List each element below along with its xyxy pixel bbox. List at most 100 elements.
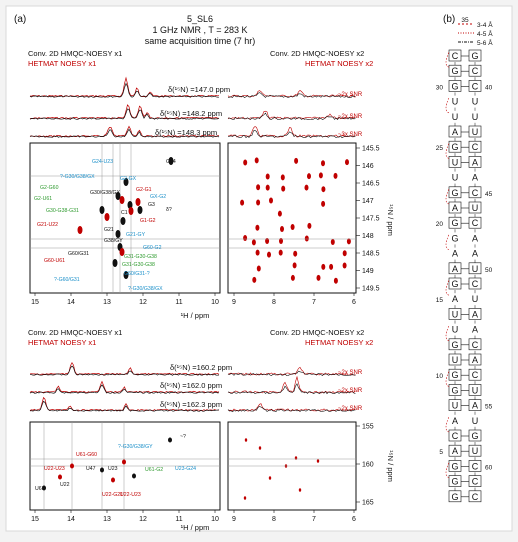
cross-peak xyxy=(345,159,349,166)
peak-label: ?-G30/G38/GX xyxy=(60,174,95,180)
peak-label: ?-G60/G31 xyxy=(54,277,80,283)
n-tick-label: 149.5 xyxy=(362,286,380,293)
base-right: C xyxy=(472,477,479,487)
slice-trace-right-0 xyxy=(227,370,356,377)
residue-number: 30 xyxy=(436,84,444,91)
peak-label: G31-G30-G38 xyxy=(122,262,155,268)
cross-peak xyxy=(265,238,270,245)
base-left: C xyxy=(452,431,459,441)
cross-peak xyxy=(298,488,302,492)
h-tick-label: 14 xyxy=(67,299,75,306)
cross-peak xyxy=(316,274,321,281)
h-tick-label: 12 xyxy=(139,516,147,523)
base-right: G xyxy=(471,431,478,441)
cross-peak xyxy=(346,238,351,245)
top-right-spectrum xyxy=(228,157,356,284)
peak xyxy=(132,473,136,479)
cross-peak xyxy=(251,239,256,246)
cross-peak xyxy=(279,238,283,245)
peak xyxy=(122,459,126,465)
cross-peak xyxy=(267,251,271,258)
base-right: A xyxy=(472,173,478,183)
cross-peak xyxy=(342,250,347,257)
cross-peak xyxy=(290,274,295,281)
residue-number: 55 xyxy=(485,404,493,411)
base-left: G xyxy=(451,188,458,198)
residue-number: 50 xyxy=(485,267,493,274)
cross-peak xyxy=(333,172,338,179)
cross-peak xyxy=(255,249,260,256)
residue-number: 35 xyxy=(461,17,469,24)
top-right-title-conv: Conv. 2D HMQC-NOESY x2 xyxy=(270,49,364,58)
peak-label: G21-GY xyxy=(126,232,146,238)
cross-peak xyxy=(243,159,248,166)
base-left: U xyxy=(452,355,459,365)
base-right: A xyxy=(472,249,478,259)
base-right: U xyxy=(472,127,479,137)
peak-label: ~? xyxy=(180,434,186,440)
peak-label: U23-G24 xyxy=(175,466,196,472)
peak xyxy=(168,437,172,443)
peak-label: U22-U23 xyxy=(120,492,141,498)
base-right: C xyxy=(472,81,479,91)
peak xyxy=(120,217,126,225)
noe-arc xyxy=(445,143,450,159)
peak-label: U22-G21 xyxy=(102,492,123,498)
peak-label: U22-U23 xyxy=(44,466,65,472)
peak xyxy=(42,485,46,491)
cross-peak xyxy=(240,199,245,206)
base-right: U xyxy=(472,385,479,395)
base-right: C xyxy=(472,142,479,152)
cross-peak xyxy=(321,160,325,167)
cross-peak xyxy=(278,249,283,256)
peak-label: ?-G30/G38/GY xyxy=(118,444,153,450)
h-tick-label: 10 xyxy=(211,299,219,306)
base-right: G xyxy=(471,51,478,61)
peak xyxy=(127,201,133,209)
top-snr-2: ~2x SNR xyxy=(338,114,363,120)
slice-trace-2 xyxy=(30,128,220,138)
cross-peak xyxy=(304,184,309,191)
slice-trace-1 xyxy=(29,108,220,120)
cross-peak xyxy=(318,172,323,179)
residue-number: 45 xyxy=(485,191,493,198)
legend-label: 3-4 Å xyxy=(477,20,493,29)
rna-secondary-structure: C GG CG CU UU UA UG CU AU AG CA UG CG AA AA UG CA UU AU AG C… xyxy=(436,17,493,503)
peak-label: δ? xyxy=(166,207,172,213)
peak-label: G31-G30-G38 xyxy=(124,254,157,260)
base-left: A xyxy=(452,249,458,259)
slice-trace-0 xyxy=(30,365,220,376)
h-tick-label: 11 xyxy=(175,516,182,523)
peak xyxy=(119,248,125,256)
residue-number: 5 xyxy=(439,449,443,456)
peak-label: G21-U22 xyxy=(37,222,58,228)
peak xyxy=(115,230,121,238)
h-tick-label: 12 xyxy=(139,299,147,306)
n-tick-label: 145.5 xyxy=(362,146,380,153)
base-left: U xyxy=(452,157,459,167)
base-left: G xyxy=(451,279,458,289)
base-left: U xyxy=(452,401,459,411)
base-left: A xyxy=(452,294,458,304)
cross-peak xyxy=(307,222,312,229)
base-left: U xyxy=(452,112,459,122)
noe-arc xyxy=(445,416,450,433)
cross-peak xyxy=(316,459,320,463)
bottom-left-spectrum: ?-G30/G38/GY U61-G60 U22-U23 U47 U23 U61-G2 U2… xyxy=(30,422,220,510)
n-tick-label: 155 xyxy=(362,424,374,431)
bottom-slice-label-1: δ(¹⁵N) =160.2 ppm xyxy=(170,363,232,372)
cross-peak xyxy=(252,276,257,283)
top-right-spectrum-frame xyxy=(227,142,357,294)
peak-label: G30/G38/GX xyxy=(90,190,121,196)
base-left: A xyxy=(452,203,458,213)
bottom-right-title-hetmat: HETMAT NOESY x2 xyxy=(305,338,373,347)
cross-peak xyxy=(244,438,248,442)
cross-peak xyxy=(255,224,260,231)
top-left-title-conv: Conv. 2D HMQC-NOESY x1 xyxy=(28,49,122,58)
peak xyxy=(123,271,129,279)
noe-arc xyxy=(445,371,450,387)
bottom-1d-slices xyxy=(29,361,356,413)
h-tick-label: 6 xyxy=(352,516,356,523)
slice-trace-2 xyxy=(29,400,220,412)
bottom-right-title-conv: Conv. 2D HMQC-NOESY x2 xyxy=(270,328,364,337)
